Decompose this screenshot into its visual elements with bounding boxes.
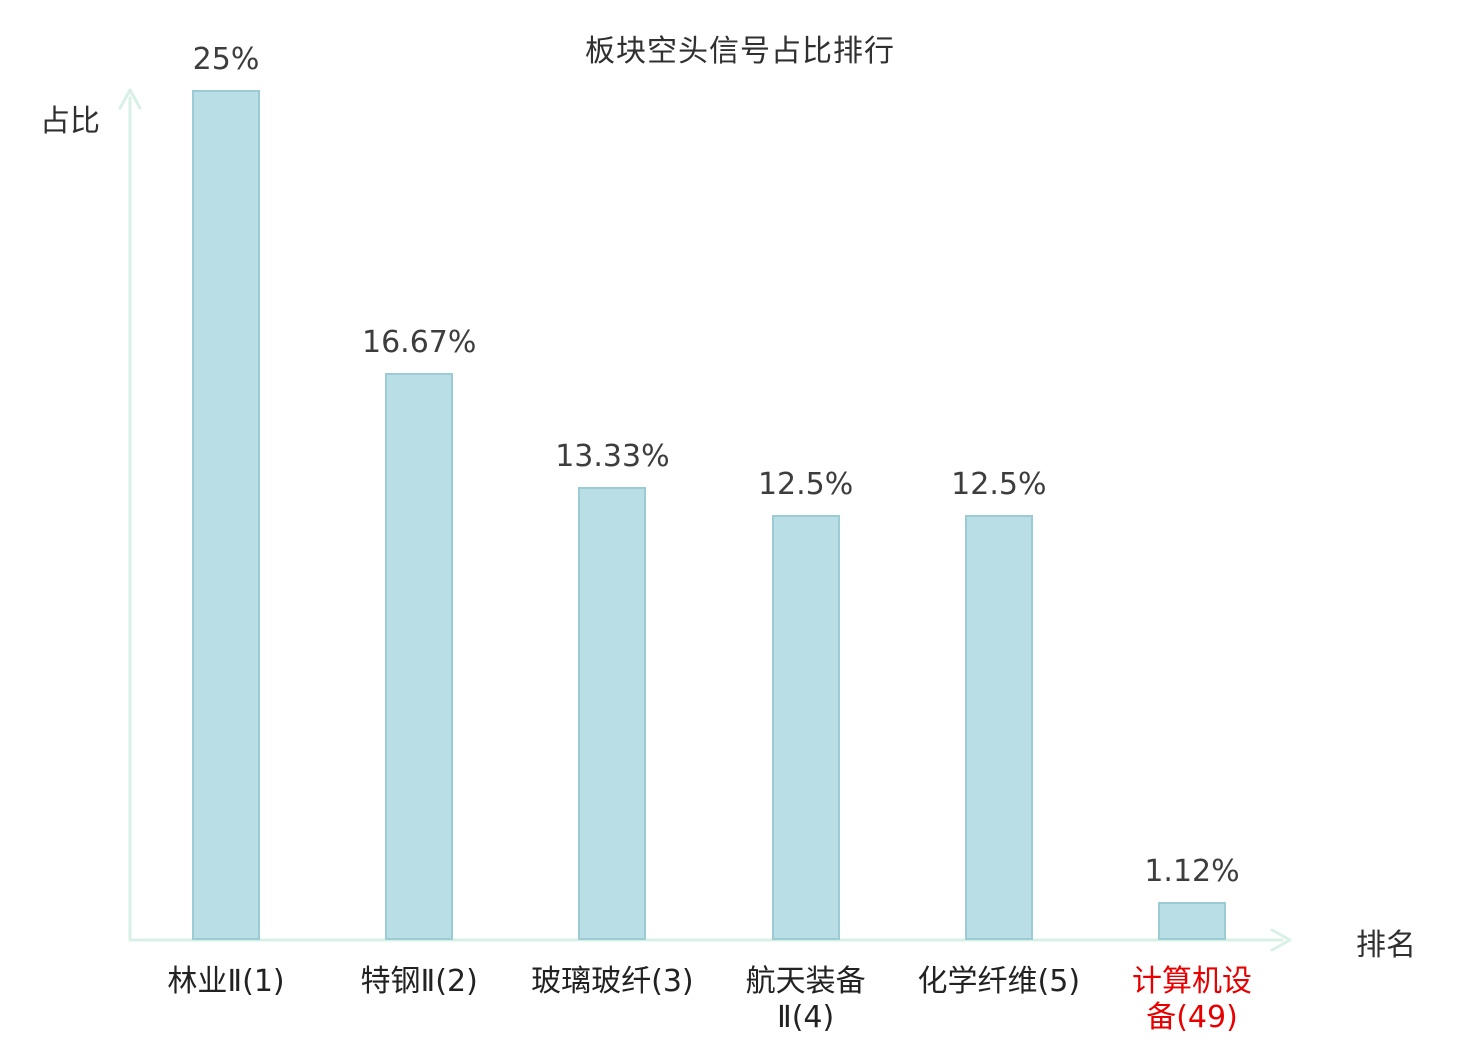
bar-value-label: 25% [192, 42, 260, 77]
bar [964, 515, 1033, 940]
bar [771, 515, 840, 940]
bar [192, 90, 260, 940]
bar-value-label: 1.12% [1144, 853, 1240, 889]
bar-value-label: 12.5% [757, 467, 854, 502]
bar-value-label: 12.5% [951, 467, 1047, 502]
category-label: 计算机设 备(49) [1132, 964, 1252, 1035]
y-axis-arrow-icon [118, 88, 142, 110]
category-label: 化学纤维(5) [917, 964, 1081, 999]
category-label: 玻璃玻纤(3) [531, 964, 694, 999]
chart-title: 板块空头信号占比排行 [585, 34, 895, 69]
bar [578, 486, 647, 940]
x-axis-label: 排名 [1356, 928, 1416, 963]
category-label: 林业Ⅱ(1) [167, 964, 285, 999]
bar-value-label: 16.67% [361, 325, 477, 361]
bar [1158, 901, 1226, 940]
y-axis-label: 占比 [40, 104, 100, 139]
category-label: 航天装备 Ⅱ(4) [745, 964, 866, 1035]
x-axis-arrow-icon [1270, 928, 1292, 952]
category-label: 特钢Ⅱ(2) [360, 964, 478, 999]
bar-value-label: 13.33% [555, 438, 670, 474]
bar [385, 373, 454, 940]
